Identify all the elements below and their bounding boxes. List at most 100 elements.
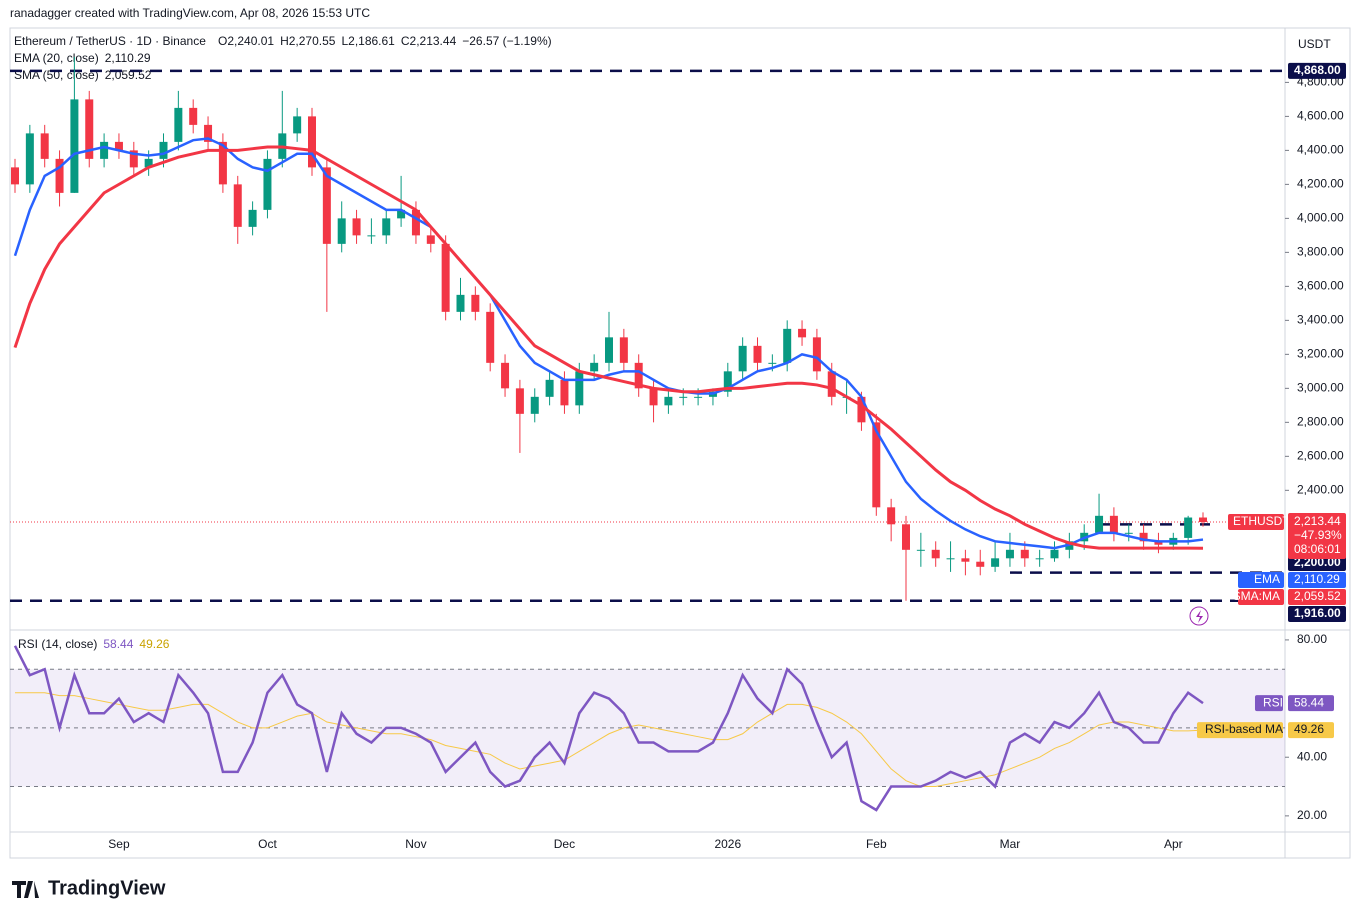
alert-icon [1189, 606, 1209, 626]
rsi-legend-value: 58.44 [103, 637, 133, 651]
level-tag [1288, 62, 1346, 79]
x-tick-label: Feb [866, 837, 887, 851]
candle-body [961, 558, 970, 562]
candle-body [25, 133, 34, 185]
candle-body [902, 524, 910, 550]
rsi-tag-value: 49.26 [1294, 722, 1324, 736]
rsi-line [13, 645, 1204, 812]
candle-body [1154, 541, 1163, 545]
ma-name: SMA:MA [1233, 589, 1280, 603]
ma-label: 2,059.52 [1294, 589, 1341, 603]
candle-body [649, 388, 658, 406]
y-tick-label: 3,800.00 [1297, 245, 1344, 259]
ohlc-legend: C [401, 34, 410, 48]
candle-body [530, 396, 539, 414]
x-tick-label: Oct [258, 837, 277, 851]
rsi-tag-value: 58.44 [1294, 695, 1324, 709]
x-tick-label: Apr [1164, 837, 1183, 851]
logo: TradingView [12, 877, 166, 899]
candle-body [723, 371, 732, 392]
candle-body [367, 235, 376, 237]
x-tick-label: Dec [554, 837, 575, 851]
candle-body [426, 235, 435, 244]
level-label: 4,868.00 [1294, 63, 1341, 77]
candle-body [100, 141, 109, 159]
y-tick-label: 4,400.00 [1297, 143, 1344, 157]
rsi-title: RSI (14, close) [18, 637, 97, 651]
ohlc-legend: L [341, 34, 348, 48]
candle-body [293, 116, 302, 134]
y-tick-label: 3,000.00 [1297, 381, 1344, 395]
y-tick-label: 80.00 [1297, 632, 1327, 646]
candle-body [545, 379, 554, 397]
candle-body [70, 99, 79, 193]
candle-body [471, 294, 480, 312]
rsi-tag-name: RSI [1263, 695, 1283, 709]
y-tick-label: 2,600.00 [1297, 449, 1344, 463]
y-tick-label: 3,600.00 [1297, 279, 1344, 293]
logo-text: TradingView [48, 877, 166, 899]
candle-body [916, 549, 925, 551]
ma-line [13, 145, 1204, 550]
credit: ranadagger created with TradingView.com,… [10, 6, 370, 20]
rsi-legend-value: 49.26 [139, 637, 169, 651]
candle-body [501, 362, 510, 389]
ohlc-legend: 2,186.61 [348, 34, 395, 48]
ma-label: 2,110.29 [1294, 572, 1340, 586]
candle-body [798, 328, 807, 338]
y-tick-label: 4,200.00 [1297, 177, 1344, 191]
candle-body [218, 141, 227, 185]
ma-name-tag [1238, 589, 1284, 605]
ma-line [13, 137, 1204, 550]
x-tick-label: Sep [108, 837, 130, 851]
candle-body [382, 218, 391, 236]
candle-body [411, 209, 420, 236]
ma-name-tag [1238, 572, 1284, 588]
price-tag [1288, 513, 1346, 560]
candle-body [946, 558, 955, 560]
candle-body [619, 337, 628, 363]
candle-body [827, 371, 836, 397]
candle-body [590, 362, 599, 372]
candle-body [812, 337, 821, 372]
rsi-tag-name-bg [1196, 722, 1283, 739]
ma-tag [1288, 589, 1346, 605]
x-tick-label: Nov [405, 837, 426, 851]
candle-body [575, 371, 584, 406]
ohlc-legend: H [280, 34, 289, 48]
ma-name: EMA [1254, 572, 1280, 586]
candle-body [397, 209, 406, 219]
ohlc-legend: 2,213.44 [410, 34, 457, 48]
candle-body [1184, 517, 1193, 538]
candle-body [1095, 515, 1104, 533]
ohlc-legend: O [218, 34, 227, 48]
rsi-tag [1288, 722, 1334, 739]
series-legend-value: 2,110.29 [105, 51, 151, 65]
candle-body [174, 107, 183, 142]
candle-body [768, 362, 777, 364]
level-tag [1288, 606, 1346, 622]
candle-body [738, 345, 747, 372]
candle-body [515, 388, 524, 414]
candle-body [204, 124, 213, 142]
candle-body [144, 158, 153, 168]
unit: USDT [1298, 37, 1331, 51]
y-tick-label: 4,600.00 [1297, 109, 1344, 123]
candle-body [486, 311, 495, 363]
candle-body [159, 141, 168, 159]
rsi-line [15, 692, 1204, 788]
ohlc-legend: 2,270.55 [289, 34, 336, 48]
candle-body [857, 396, 866, 423]
ohlc-legend: −26.57 (−1.19%) [462, 34, 551, 48]
candle-body [337, 218, 346, 244]
candle-body [694, 396, 703, 398]
y-tick-label: 2,400.00 [1297, 482, 1344, 496]
candle-body [753, 345, 762, 363]
candle-body [931, 549, 940, 559]
price-name: ETHUSDT [1233, 514, 1290, 528]
x-tick-label: Mar [1000, 837, 1021, 851]
candle-body [679, 396, 688, 398]
candle-body [872, 422, 881, 508]
candle-body [605, 337, 613, 363]
